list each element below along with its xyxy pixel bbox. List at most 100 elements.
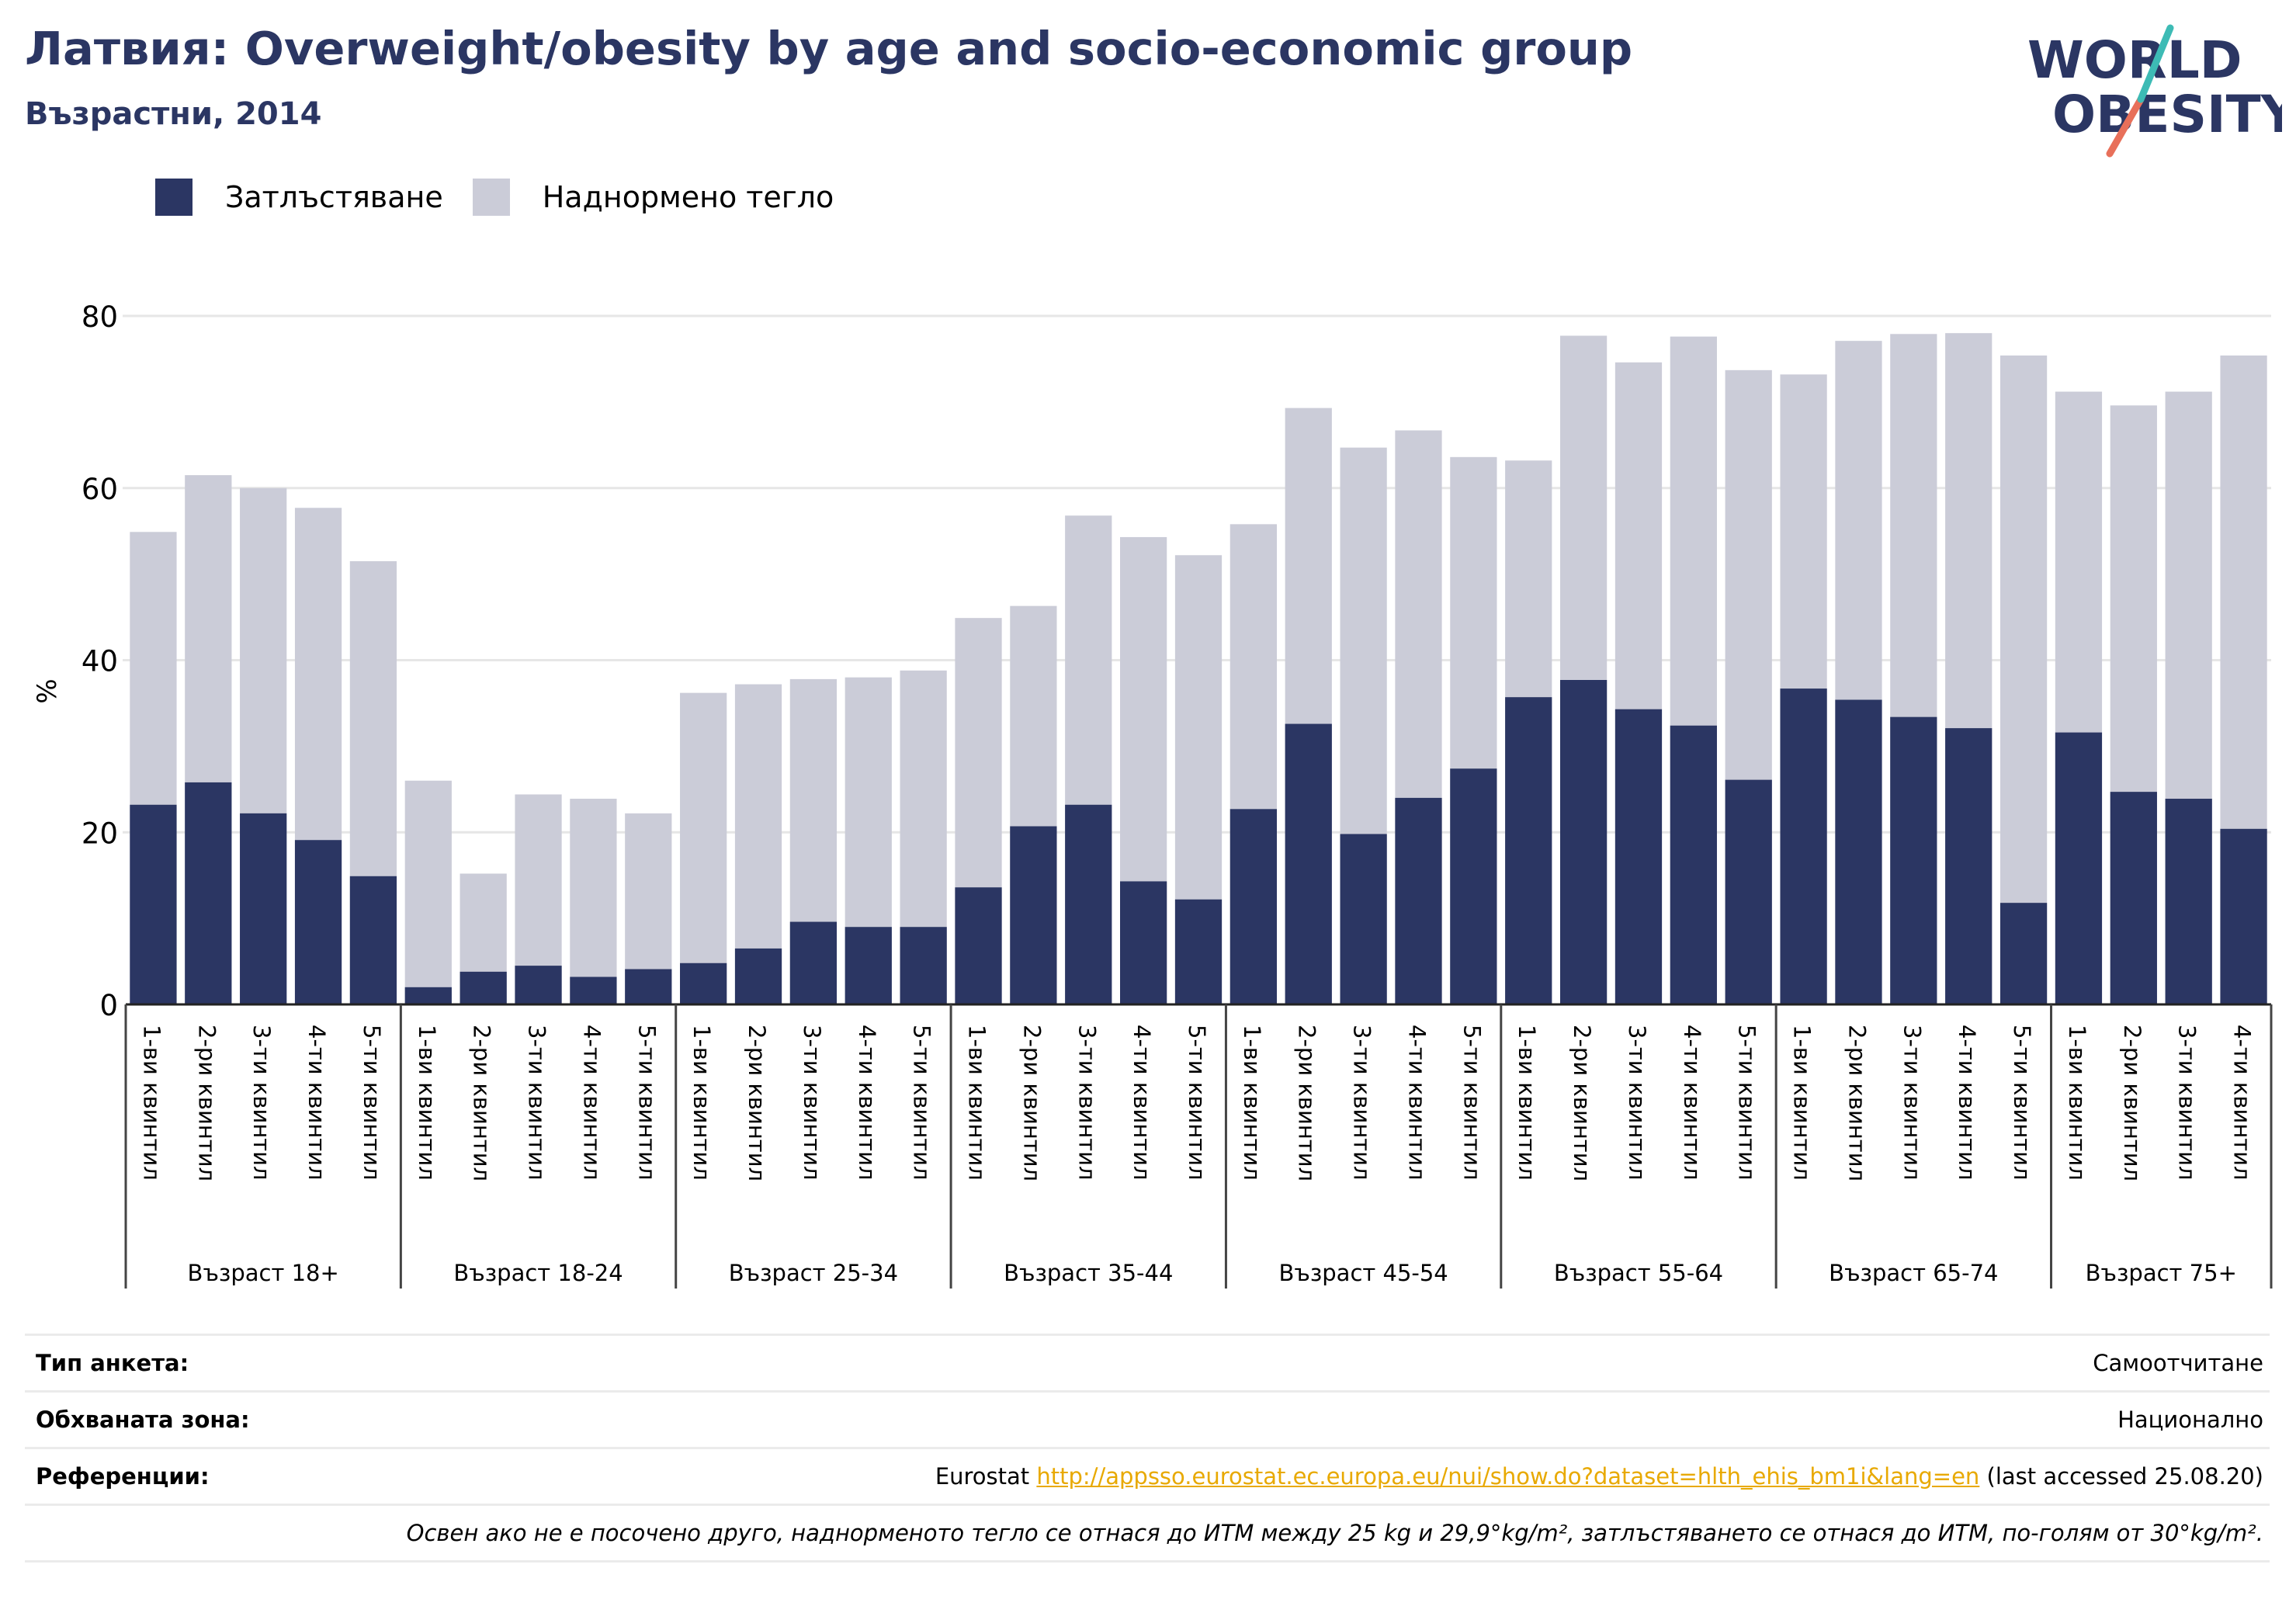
- x-tick-label: 3-ти квинтил: [524, 1025, 550, 1181]
- x-tick-label: 1-ви квинтил: [1514, 1025, 1540, 1181]
- x-tick-label: 3-ти квинтил: [1349, 1025, 1375, 1181]
- bar-obesity: [1725, 779, 1772, 1004]
- x-tick-label: 1-ви квинтил: [138, 1025, 165, 1181]
- x-tick-label: 5-ти квинтил: [909, 1025, 935, 1181]
- bar-obesity: [734, 948, 782, 1004]
- references-prefix: Eurostat: [935, 1463, 1030, 1490]
- world-obesity-logo: WORLD OBESITY: [2027, 24, 2282, 158]
- x-tick-label: 4-ти квинтил: [1679, 1025, 1705, 1181]
- bar-obesity: [2110, 792, 2157, 1004]
- x-tick-label: 4-ти квинтил: [1403, 1025, 1430, 1181]
- x-tick-label: 2-ри квинтил: [469, 1025, 495, 1181]
- logo-word-obesity: OBESITY: [2052, 85, 2282, 144]
- bar-overweight: [570, 799, 617, 1004]
- x-tick-label: 2-ри квинтил: [193, 1025, 220, 1181]
- x-tick-label: 4-ти квинтил: [854, 1025, 880, 1181]
- group-label: Възраст 18-24: [453, 1260, 623, 1286]
- info-row-references: Референции: Eurostat http://appsso.euros…: [25, 1447, 2270, 1504]
- bar-obesity: [460, 971, 507, 1004]
- x-tick-label: 2-ри квинтил: [1843, 1025, 1870, 1181]
- bar-obesity: [1065, 804, 1112, 1004]
- group-label: Възраст 35-44: [1004, 1260, 1173, 1286]
- info-row-area: Обхваната зона: Национално: [25, 1390, 2270, 1447]
- x-tick-label: 2-ри квинтил: [1294, 1025, 1320, 1181]
- x-tick-label: 3-ти квинтил: [1073, 1025, 1100, 1181]
- chart-title: Латвия: Overweight/obesity by age and so…: [25, 22, 1633, 75]
- bar-obesity: [1450, 768, 1497, 1004]
- bar-obesity: [1230, 809, 1277, 1004]
- definition-note: Освен ако не е посочено друго, наднормен…: [406, 1520, 2263, 1546]
- legend-label-overweight: Наднормено тегло: [542, 180, 834, 214]
- references-suffix: (last accessed 25.08.20): [1986, 1463, 2263, 1490]
- bar-obesity: [1505, 697, 1552, 1004]
- x-tick-label: 4-ти квинтил: [2229, 1025, 2256, 1181]
- bar-obesity: [1120, 881, 1167, 1004]
- bar-obesity: [1999, 903, 2048, 1004]
- bar-overweight: [1999, 356, 2048, 1004]
- x-tick-label: 5-ти квинтил: [633, 1025, 660, 1181]
- y-tick-label: 40: [82, 645, 118, 678]
- bar-obesity: [680, 963, 727, 1004]
- bar-chart: 0 20 40 60 80% 1-ви квинтил 2-ри квинтил 3-ти к…: [32, 300, 2273, 1289]
- group-label: Възраст 18+: [188, 1260, 339, 1286]
- bar-obesity: [1945, 728, 1993, 1004]
- y-tick-label: 80: [82, 300, 118, 334]
- bar-obesity: [1670, 725, 1717, 1004]
- bar-obesity: [515, 966, 562, 1004]
- bar-obesity: [1340, 834, 1387, 1004]
- bar-obesity: [955, 887, 1002, 1004]
- legend-label-obesity: Затлъстяване: [225, 180, 443, 214]
- coverage-area-label: Обхваната зона:: [36, 1406, 250, 1433]
- survey-type-value: Самоотчитане: [2093, 1350, 2263, 1376]
- bar-obesity: [570, 976, 617, 1004]
- x-tick-label: 4-ти квинтил: [1129, 1025, 1155, 1181]
- info-row-survey: Тип анкета: Самоотчитане: [25, 1334, 2270, 1390]
- references-label: Референции:: [36, 1463, 210, 1490]
- x-tick-label: 1-ви квинтил: [964, 1025, 990, 1181]
- bar-obesity: [1010, 826, 1057, 1004]
- y-axis-label: %: [32, 678, 63, 703]
- bar-obesity: [1780, 689, 1827, 1004]
- x-tick-label: 4-ти квинтил: [1954, 1025, 1980, 1181]
- info-table: Тип анкета: Самоотчитане Обхваната зона:…: [25, 1334, 2270, 1563]
- bar-overweight: [404, 780, 452, 1004]
- bar-obesity: [1285, 723, 1332, 1004]
- x-tick-label: 5-ти квинтил: [359, 1025, 385, 1181]
- legend-swatch-overweight: [472, 179, 510, 216]
- bar-obesity: [349, 876, 397, 1004]
- bar-obesity: [2165, 799, 2212, 1004]
- bar-obesity: [1835, 699, 1882, 1004]
- y-tick-label: 20: [82, 817, 118, 850]
- x-tick-label: 3-ти квинтил: [799, 1025, 825, 1181]
- references-value: Eurostat http://appsso.eurostat.ec.europ…: [935, 1463, 2270, 1490]
- group-label: Възраст 55-64: [1554, 1260, 1723, 1286]
- logo-teal-stroke: [2137, 24, 2174, 103]
- bar-obesity: [900, 927, 947, 1004]
- y-tick-label: 60: [82, 473, 118, 506]
- bar-obesity: [789, 921, 838, 1004]
- x-tick-label: 3-ти квинтил: [248, 1025, 275, 1181]
- bar-obesity: [1559, 680, 1608, 1004]
- bar-obesity: [1890, 716, 1937, 1004]
- x-tick-label: 2-ри квинтил: [1018, 1025, 1045, 1181]
- x-tick-label: 5-ти квинтил: [1184, 1025, 1210, 1181]
- x-tick-label: 4-ти квинтил: [578, 1025, 605, 1181]
- bar-obesity: [625, 969, 672, 1004]
- logo-coral-stroke: [2106, 95, 2145, 158]
- group-label: Възраст 25-34: [729, 1260, 898, 1286]
- x-tick-label: 1-ви квинтил: [2064, 1025, 2090, 1181]
- bar-obesity: [2055, 732, 2103, 1004]
- x-tick-label: 1-ви квинтил: [1789, 1025, 1816, 1181]
- x-tick-label: 1-ви квинтил: [688, 1025, 715, 1181]
- bar-obesity: [1614, 709, 1663, 1004]
- bar-obesity: [845, 927, 892, 1004]
- x-tick-label: 3-ти квинтил: [1899, 1025, 1925, 1181]
- x-tick-label: 4-ти квинтил: [303, 1025, 330, 1181]
- bar-overweight: [680, 692, 727, 1004]
- x-tick-label: 5-ти квинтил: [1458, 1025, 1485, 1181]
- bar-obesity: [294, 840, 342, 1004]
- references-link[interactable]: http://appsso.eurostat.ec.europa.eu/nui/…: [1036, 1463, 1980, 1490]
- bar-obesity: [404, 987, 452, 1004]
- chart-subtitle: Възрастни, 2014: [25, 96, 322, 132]
- legend-item-obesity: Затлъстяване: [155, 179, 443, 216]
